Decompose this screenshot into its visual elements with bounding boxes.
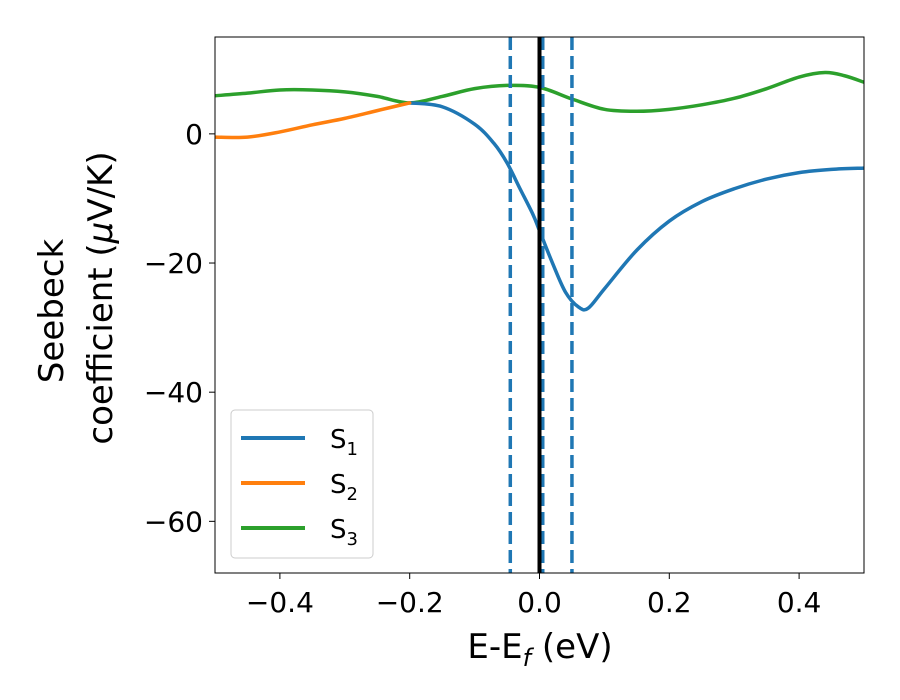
x-axis-label-suffix: (eV)	[531, 627, 613, 667]
y-tick-label: −60	[144, 505, 203, 538]
series-line-s3	[215, 70, 864, 114]
y-axis-label-line2: coefficient (μV/K)	[81, 151, 121, 444]
legend-label-s3: S3	[330, 515, 358, 550]
y-tick-label: −20	[144, 247, 203, 280]
y-axis-label-mu: μ	[81, 222, 121, 245]
x-axis: −0.4 −0.2 0.0 0.2 0.4	[246, 573, 821, 619]
x-tick-label: −0.2	[376, 586, 444, 619]
series-line-s2	[215, 101, 412, 140]
x-axis-label: E-Ef (eV)	[467, 627, 612, 672]
legend: S1 S2 S3	[230, 409, 374, 559]
y-axis-label-line1: Seebeck	[32, 239, 72, 384]
y-axis-label-unit: V/K)	[81, 151, 121, 221]
y-tick-label: 0	[185, 118, 203, 151]
x-tick-label: 0.0	[517, 586, 562, 619]
x-tick-label: −0.4	[246, 586, 314, 619]
legend-label-s1: S1	[330, 425, 358, 460]
x-tick-label: 0.4	[777, 586, 822, 619]
y-tick-label: −40	[144, 376, 203, 409]
plot-area	[215, 37, 864, 573]
series-line-s1	[407, 101, 864, 312]
legend-label-s2: S2	[330, 470, 358, 505]
y-axis-label-text: coefficient (	[81, 243, 121, 444]
x-tick-label: 0.2	[647, 586, 692, 619]
y-axis: 0 −20 −40 −60	[144, 118, 215, 538]
x-axis-label-main: E-E	[467, 627, 522, 667]
